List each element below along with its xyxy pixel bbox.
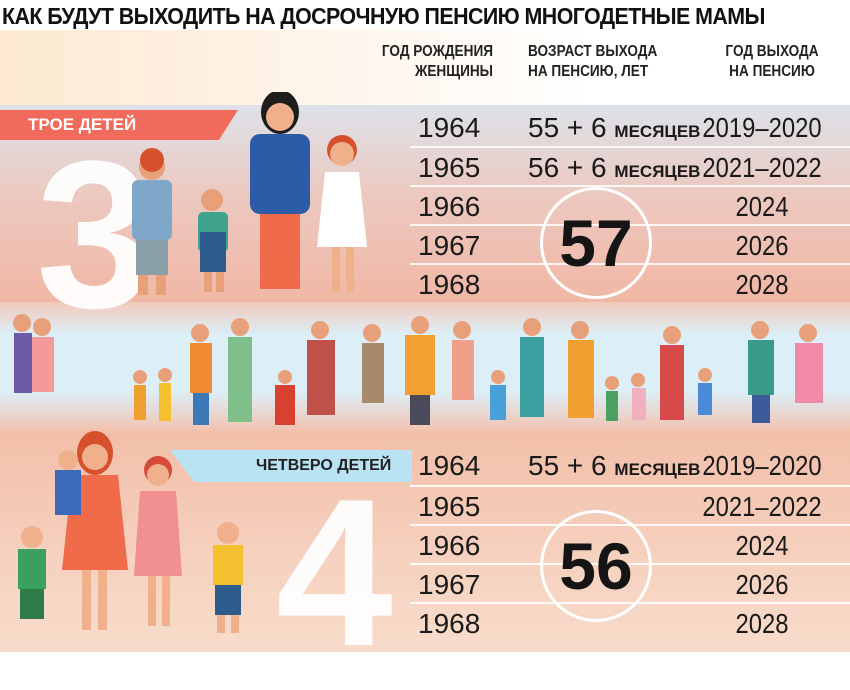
crowd-of-families-illustration — [13, 314, 823, 425]
family-four-children-illustration — [18, 431, 243, 633]
page-title: КАК БУДУТ ВЫХОДИТЬ НА ДОСРОЧНУЮ ПЕНСИЮ М… — [2, 3, 765, 29]
table-row: 1964 55 + 6 МЕСЯЦЕВ 2019–2020 — [418, 450, 822, 481]
header-age: ВОЗРАСТ ВЫХОДА НА ПЕНСИЮ, ЛЕТ — [528, 43, 658, 80]
header-retire-year: ГОД ВЫХОДА НА ПЕНСИЮ — [725, 43, 819, 80]
child-boy-icon — [132, 148, 172, 295]
child-boy-icon — [213, 522, 243, 633]
age-circle-57: 57 — [540, 187, 652, 299]
child-toddler-icon — [18, 526, 46, 619]
mother-icon — [250, 92, 310, 289]
child-small-boy-icon — [198, 189, 228, 292]
table-row: 1965 56 + 6 МЕСЯЦЕВ 2021–2022 — [410, 146, 850, 185]
table-row: 1964 55 + 6 МЕСЯЦЕВ 2019–2020 — [418, 112, 822, 143]
child-girl-icon — [317, 135, 367, 292]
label-four-children: ЧЕТВЕРО ДЕТЕЙ — [170, 450, 412, 482]
header-band — [0, 30, 850, 105]
label-three-children: ТРОЕ ДЕТЕЙ — [0, 110, 238, 140]
child-girl-icon — [134, 456, 182, 626]
table-row: 1966 2024 — [410, 185, 850, 224]
family-three-children-illustration — [132, 92, 367, 295]
header-birth-year: ГОД РОЖДЕНИЯ ЖЕНЩИНЫ — [381, 43, 493, 80]
table-row: 1965 2021–2022 — [410, 485, 850, 524]
mother-with-baby-icon — [55, 431, 128, 630]
age-circle-56: 56 — [540, 510, 652, 622]
big-number-four: 4 — [276, 455, 393, 690]
